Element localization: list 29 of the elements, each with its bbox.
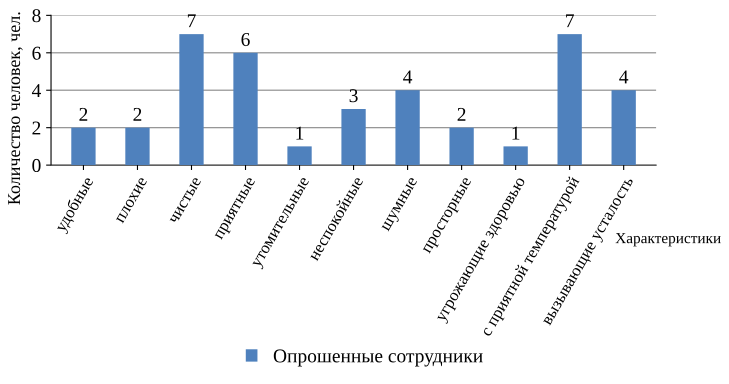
data-label: 2 [133,108,142,121]
bar [503,146,528,166]
data-label: 2 [458,108,466,121]
y-tick-label: 2 [32,122,40,134]
bar [558,34,582,166]
y-tick-label: 4 [32,84,42,97]
bar [179,34,204,166]
bar [125,128,150,166]
bar [341,108,366,166]
y-axis-title: Количество человек, чел. [8,12,23,205]
data-label: 4 [403,70,412,84]
bar [612,90,636,166]
bar [71,128,96,166]
data-label: 2 [79,108,88,121]
data-label: 7 [566,14,574,28]
data-label: 1 [512,126,520,140]
data-label: 4 [619,70,628,84]
y-tick-label: 0 [32,158,41,172]
bar [449,128,474,166]
y-tick-label: 8 [32,9,41,22]
data-label: 6 [241,33,250,46]
y-tick-label: 6 [32,46,41,60]
data-label: 3 [350,89,358,102]
data-label: 7 [188,14,196,28]
bar [233,52,258,166]
legend-label: Опрошенные сотрудники [274,349,483,366]
bar [287,146,312,166]
data-label: 1 [296,126,304,140]
bar [395,90,420,166]
